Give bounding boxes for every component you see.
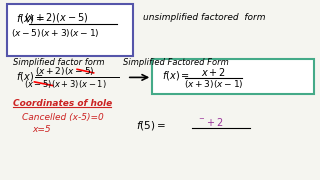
Text: Coordinates of hole: Coordinates of hole	[13, 99, 112, 108]
Text: $(x-5)(x+3)(x-1)$: $(x-5)(x+3)(x-1)$	[11, 27, 100, 39]
Text: $(x+3)(x-1)$: $(x+3)(x-1)$	[184, 78, 244, 90]
Text: $^{-}+2$: $^{-}+2$	[198, 116, 223, 128]
FancyBboxPatch shape	[152, 58, 314, 94]
Text: x=5: x=5	[32, 125, 51, 134]
Text: $(x+2)(x-5)$: $(x+2)(x-5)$	[23, 11, 88, 24]
Text: Cancelled (x-5)=0: Cancelled (x-5)=0	[22, 112, 104, 122]
FancyBboxPatch shape	[6, 4, 133, 56]
Text: $f(x)=$: $f(x)=$	[162, 69, 189, 82]
Text: unsimplified factored  form: unsimplified factored form	[143, 13, 265, 22]
Text: Simplified factor form: Simplified factor form	[13, 58, 104, 67]
Text: $(x-5)(x+3)(x-1)$: $(x-5)(x+3)(x-1)$	[24, 78, 107, 90]
Text: Simplified Factored Form: Simplified Factored Form	[123, 58, 229, 67]
Text: $f(5)=$: $f(5)=$	[136, 119, 166, 132]
Text: $x+2$: $x+2$	[201, 66, 227, 78]
Text: $f(x)=$: $f(x)=$	[16, 70, 44, 83]
Text: $f(x)=$: $f(x)=$	[16, 12, 45, 25]
Text: $(x+2)(x-5)$: $(x+2)(x-5)$	[36, 65, 95, 77]
